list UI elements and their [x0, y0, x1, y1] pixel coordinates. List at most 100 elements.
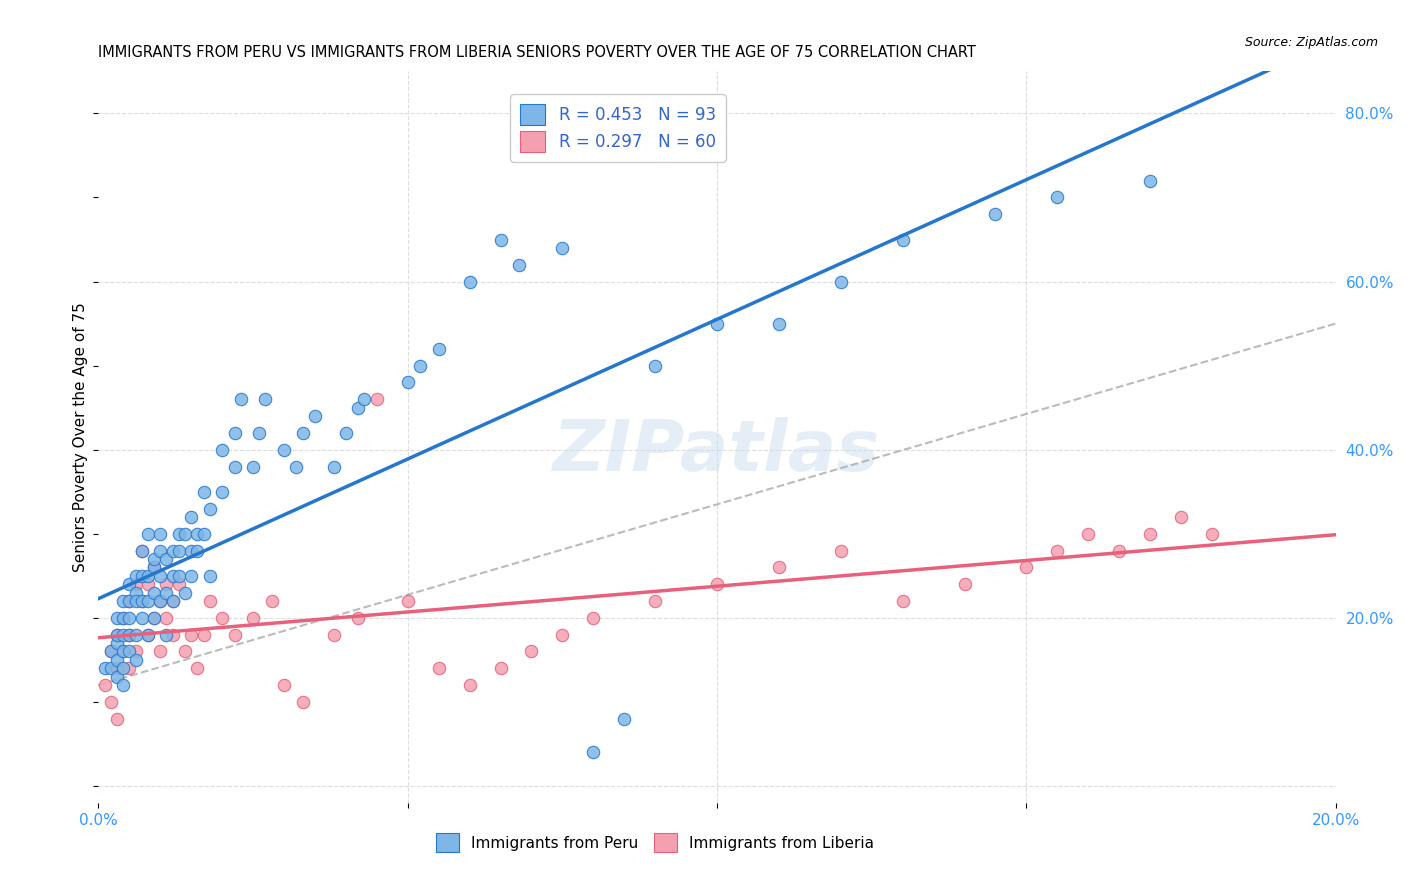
- Point: [551, 241, 574, 255]
- Point: [118, 627, 141, 641]
- Point: [143, 611, 166, 625]
- Point: [93, 661, 115, 675]
- Point: [118, 577, 141, 591]
- Legend: Immigrants from Peru, Immigrants from Liberia: Immigrants from Peru, Immigrants from Li…: [427, 824, 883, 861]
- Point: [100, 644, 122, 658]
- Point: [1077, 526, 1099, 541]
- Point: [155, 627, 177, 641]
- Point: [93, 678, 115, 692]
- Point: [149, 644, 172, 658]
- Point: [768, 560, 790, 574]
- Point: [131, 594, 153, 608]
- Point: [162, 627, 184, 641]
- Point: [112, 627, 135, 641]
- Point: [174, 526, 197, 541]
- Point: [1108, 543, 1130, 558]
- Point: [224, 627, 246, 641]
- Point: [229, 392, 252, 407]
- Point: [118, 644, 141, 658]
- Point: [193, 627, 215, 641]
- Point: [1170, 510, 1192, 524]
- Point: [186, 661, 208, 675]
- Text: ZIPatlas: ZIPatlas: [554, 417, 880, 486]
- Point: [193, 526, 215, 541]
- Point: [124, 653, 146, 667]
- Point: [136, 569, 159, 583]
- Point: [224, 459, 246, 474]
- Point: [198, 569, 221, 583]
- Point: [396, 376, 419, 390]
- Point: [162, 594, 184, 608]
- Point: [136, 594, 159, 608]
- Point: [155, 611, 177, 625]
- Point: [143, 611, 166, 625]
- Point: [458, 275, 481, 289]
- Point: [304, 409, 326, 423]
- Point: [167, 569, 190, 583]
- Point: [347, 611, 370, 625]
- Point: [118, 661, 141, 675]
- Point: [112, 611, 135, 625]
- Point: [167, 577, 190, 591]
- Point: [830, 275, 852, 289]
- Point: [105, 627, 128, 641]
- Point: [335, 425, 357, 440]
- Point: [105, 712, 128, 726]
- Point: [291, 425, 314, 440]
- Point: [247, 425, 270, 440]
- Point: [706, 577, 728, 591]
- Point: [1015, 560, 1038, 574]
- Point: [112, 678, 135, 692]
- Point: [162, 569, 184, 583]
- Point: [193, 484, 215, 499]
- Point: [489, 661, 512, 675]
- Point: [162, 543, 184, 558]
- Point: [458, 678, 481, 692]
- Point: [551, 627, 574, 641]
- Point: [100, 661, 122, 675]
- Point: [118, 594, 141, 608]
- Point: [124, 644, 146, 658]
- Point: [366, 392, 388, 407]
- Point: [167, 543, 190, 558]
- Point: [136, 627, 159, 641]
- Point: [180, 510, 202, 524]
- Point: [180, 543, 202, 558]
- Point: [118, 611, 141, 625]
- Point: [520, 644, 543, 658]
- Point: [124, 585, 146, 599]
- Point: [260, 594, 283, 608]
- Point: [409, 359, 432, 373]
- Point: [1139, 526, 1161, 541]
- Point: [186, 526, 208, 541]
- Point: [143, 560, 166, 574]
- Point: [891, 233, 914, 247]
- Point: [149, 543, 172, 558]
- Text: Source: ZipAtlas.com: Source: ZipAtlas.com: [1244, 36, 1378, 49]
- Point: [105, 661, 128, 675]
- Point: [273, 442, 295, 457]
- Point: [706, 317, 728, 331]
- Point: [242, 611, 264, 625]
- Point: [211, 611, 233, 625]
- Y-axis label: Seniors Poverty Over the Age of 75: Seniors Poverty Over the Age of 75: [73, 302, 89, 572]
- Point: [124, 627, 146, 641]
- Point: [613, 712, 636, 726]
- Point: [1139, 174, 1161, 188]
- Point: [224, 425, 246, 440]
- Point: [149, 569, 172, 583]
- Point: [582, 611, 605, 625]
- Point: [180, 627, 202, 641]
- Point: [149, 594, 172, 608]
- Point: [112, 644, 135, 658]
- Point: [162, 594, 184, 608]
- Point: [155, 585, 177, 599]
- Point: [768, 317, 790, 331]
- Point: [143, 560, 166, 574]
- Point: [112, 611, 135, 625]
- Point: [322, 627, 344, 641]
- Point: [124, 577, 146, 591]
- Point: [211, 484, 233, 499]
- Point: [427, 342, 450, 356]
- Point: [174, 585, 197, 599]
